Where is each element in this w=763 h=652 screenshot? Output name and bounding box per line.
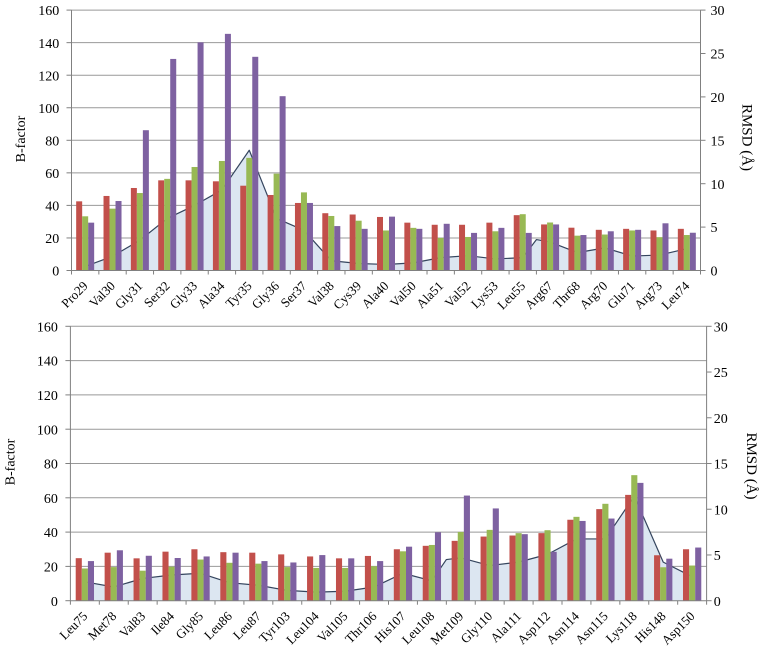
- svg-text:5: 5: [711, 221, 718, 236]
- svg-text:30: 30: [714, 320, 728, 335]
- svg-text:20: 20: [45, 232, 59, 247]
- svg-text:30: 30: [711, 4, 725, 19]
- svg-text:15: 15: [714, 458, 728, 473]
- svg-text:15: 15: [711, 134, 725, 149]
- svg-text:25: 25: [711, 48, 725, 63]
- svg-text:100: 100: [37, 423, 58, 438]
- svg-text:160: 160: [38, 4, 59, 19]
- svg-text:B-factor: B-factor: [4, 438, 19, 485]
- svg-text:0: 0: [52, 265, 59, 280]
- svg-text:20: 20: [714, 412, 728, 427]
- svg-text:60: 60: [45, 167, 59, 182]
- svg-text:RMSD (Å): RMSD (Å): [739, 104, 755, 171]
- svg-text:10: 10: [711, 178, 725, 193]
- svg-text:40: 40: [44, 526, 58, 541]
- svg-text:80: 80: [44, 458, 58, 473]
- svg-text:120: 120: [38, 69, 59, 84]
- svg-text:25: 25: [714, 366, 728, 381]
- svg-text:160: 160: [37, 320, 58, 335]
- svg-text:5: 5: [714, 549, 721, 564]
- svg-text:40: 40: [45, 200, 59, 215]
- svg-text:120: 120: [37, 389, 58, 404]
- svg-text:60: 60: [44, 492, 58, 507]
- svg-text:80: 80: [45, 134, 59, 149]
- svg-text:0: 0: [711, 265, 718, 280]
- svg-text:0: 0: [714, 595, 721, 610]
- svg-text:140: 140: [38, 37, 59, 52]
- svg-text:20: 20: [711, 91, 725, 106]
- svg-text:B-factor: B-factor: [14, 115, 29, 162]
- svg-text:140: 140: [37, 355, 58, 370]
- svg-text:20: 20: [44, 561, 58, 576]
- svg-text:100: 100: [38, 102, 59, 117]
- svg-text:RMSD (Å): RMSD (Å): [743, 432, 759, 499]
- svg-text:0: 0: [51, 595, 58, 610]
- svg-text:10: 10: [714, 503, 728, 518]
